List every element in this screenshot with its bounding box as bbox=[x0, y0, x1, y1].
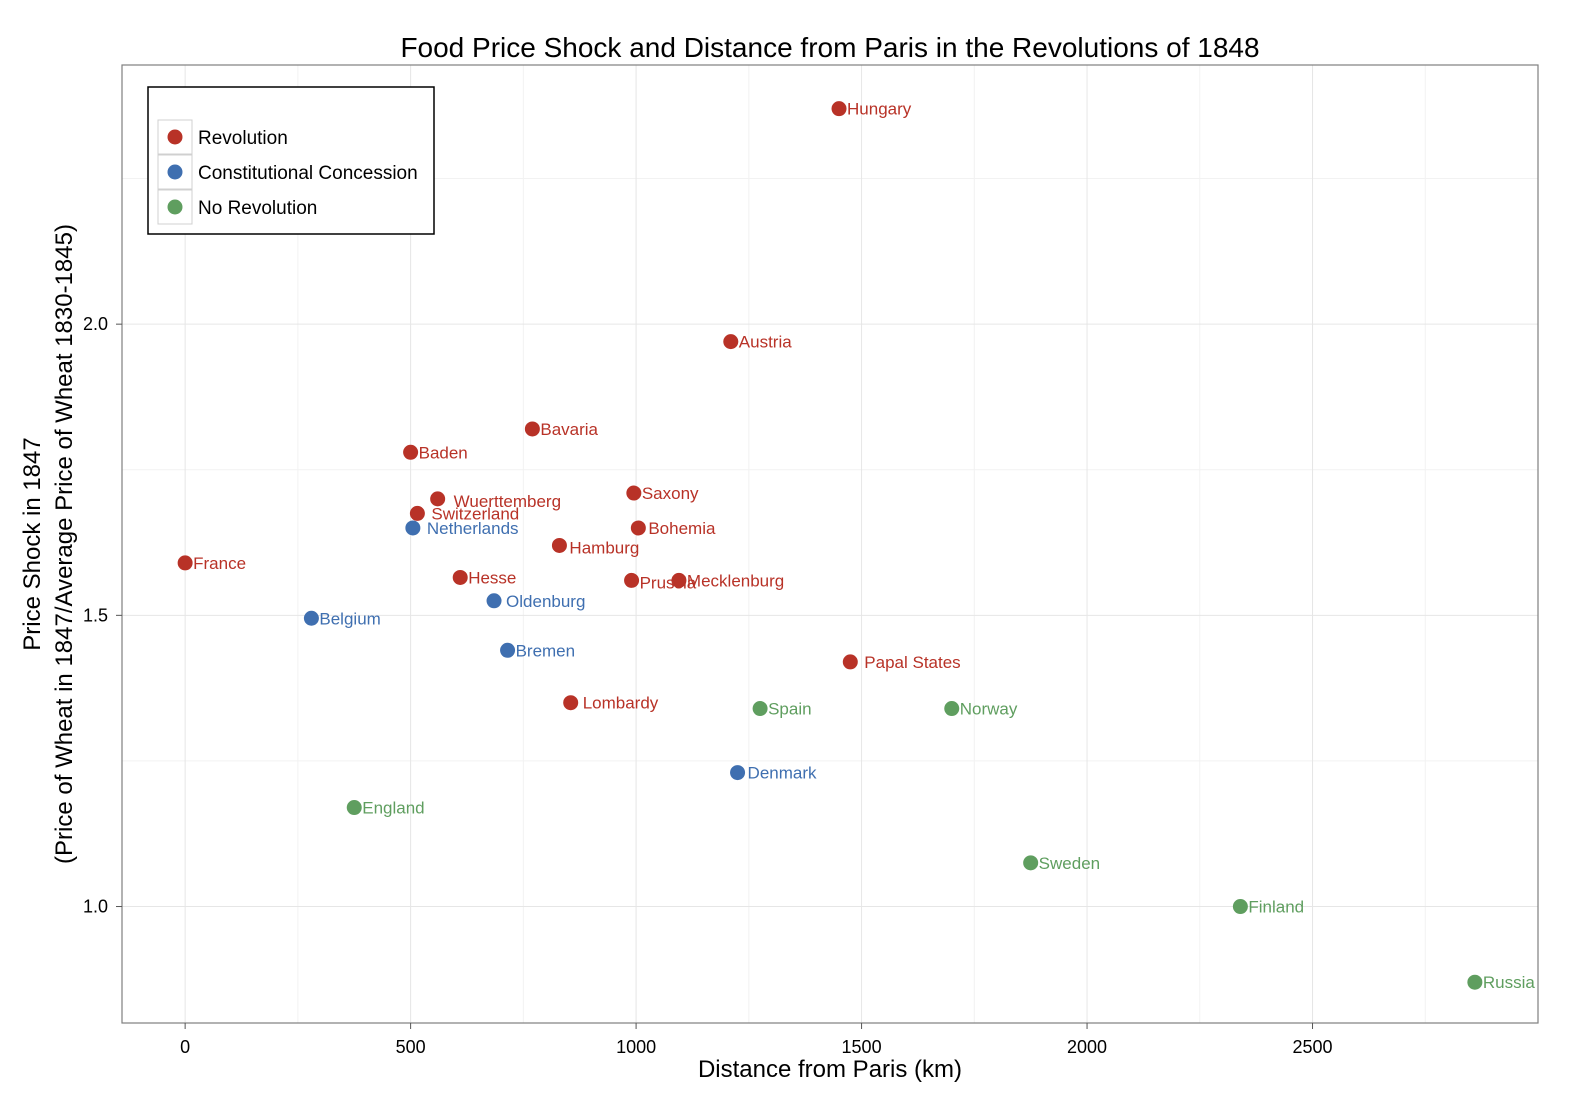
data-point bbox=[430, 491, 446, 507]
data-point bbox=[723, 334, 739, 350]
data-point bbox=[500, 642, 516, 658]
point-label: Sweden bbox=[1039, 854, 1100, 873]
point-label: Bremen bbox=[516, 641, 576, 660]
point-label: Bohemia bbox=[648, 519, 716, 538]
point-label: Papal States bbox=[864, 653, 960, 672]
data-point bbox=[524, 421, 540, 437]
plot-frame bbox=[121, 64, 1539, 1024]
point-label: Finland bbox=[1248, 898, 1304, 917]
data-point bbox=[624, 572, 640, 588]
data-point bbox=[671, 572, 687, 588]
point-label: Mecklenburg bbox=[687, 571, 784, 590]
data-point bbox=[303, 610, 319, 626]
legend-label: Revolution bbox=[198, 128, 288, 149]
legend-marker bbox=[167, 164, 183, 180]
data-points: HungaryAustriaBavariaBadenWuerttembergSw… bbox=[177, 100, 1536, 992]
data-point bbox=[409, 505, 425, 521]
point-label: France bbox=[193, 554, 246, 573]
point-label: Hamburg bbox=[569, 538, 639, 557]
y-tick-label: 2.0 bbox=[83, 314, 108, 334]
point-label: Belgium bbox=[319, 609, 380, 628]
x-tick-label: 0 bbox=[180, 1037, 190, 1057]
data-point bbox=[403, 444, 419, 460]
point-label: Austria bbox=[739, 333, 792, 352]
y-tick-label: 1.5 bbox=[83, 605, 108, 625]
chart-title: Food Price Shock and Distance from Paris… bbox=[400, 32, 1259, 63]
point-label: Baden bbox=[419, 443, 468, 462]
axis-ticks: 0 500 1000 1500 2000 2500 1.0 1.5 2.0 bbox=[83, 314, 1333, 1057]
data-point bbox=[563, 695, 579, 711]
y-tick-label: 1.0 bbox=[83, 897, 108, 917]
legend-marker bbox=[167, 129, 183, 145]
x-tick-label: 2000 bbox=[1067, 1037, 1107, 1057]
data-point bbox=[452, 569, 468, 585]
y-axis-title-line1: Price Shock in 1847 bbox=[19, 437, 46, 650]
data-point bbox=[1023, 855, 1039, 871]
x-tick-label: 2500 bbox=[1292, 1037, 1332, 1057]
point-label: Switzerland bbox=[431, 504, 519, 523]
point-label: Spain bbox=[768, 700, 811, 719]
point-label: Saxony bbox=[642, 484, 699, 503]
legend-label: No Revolution bbox=[198, 198, 317, 219]
x-tick-label: 1500 bbox=[842, 1037, 882, 1057]
point-label: England bbox=[362, 799, 424, 818]
point-label: Lombardy bbox=[583, 694, 659, 713]
data-point bbox=[842, 654, 858, 670]
data-point bbox=[626, 485, 642, 501]
x-tick-label: 500 bbox=[396, 1037, 426, 1057]
legend-label: Constitutional Concession bbox=[198, 163, 418, 184]
data-point bbox=[1467, 974, 1483, 990]
data-point bbox=[944, 701, 960, 717]
data-point bbox=[752, 701, 768, 717]
y-axis-title-line2: (Price of Wheat in 1847/Average Price of… bbox=[51, 224, 78, 864]
data-point bbox=[486, 593, 502, 609]
data-point bbox=[730, 765, 746, 781]
data-point bbox=[831, 101, 847, 117]
data-point bbox=[1232, 899, 1248, 915]
point-label: Norway bbox=[960, 700, 1018, 719]
legend-marker bbox=[167, 199, 183, 215]
x-axis-title: Distance from Paris (km) bbox=[698, 1056, 962, 1083]
point-label: Netherlands bbox=[427, 519, 519, 538]
x-tick-label: 1000 bbox=[616, 1037, 656, 1057]
data-point bbox=[405, 520, 421, 536]
point-label: Bavaria bbox=[540, 420, 598, 439]
data-point bbox=[551, 537, 567, 553]
data-point bbox=[346, 800, 362, 816]
point-label: Denmark bbox=[748, 764, 817, 783]
point-label: Oldenburg bbox=[506, 592, 585, 611]
point-label: Hesse bbox=[468, 568, 516, 587]
point-label: Hungary bbox=[847, 100, 912, 119]
legend: Revolution Constitutional Concession No Re… bbox=[147, 86, 435, 235]
point-label: Wuerttemberg bbox=[454, 492, 561, 511]
data-point bbox=[177, 555, 193, 571]
legend-box bbox=[147, 86, 435, 235]
data-point bbox=[630, 520, 646, 536]
point-label: Russia bbox=[1483, 973, 1536, 992]
